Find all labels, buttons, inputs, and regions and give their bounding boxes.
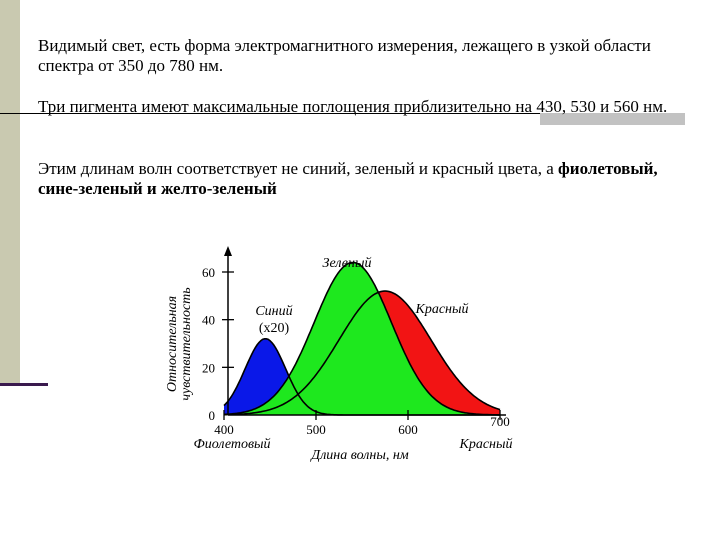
curve-fill-green — [224, 262, 500, 415]
x-tick-label-600: 600 — [398, 422, 418, 437]
x-end-label-violet: Фиолетовый — [193, 437, 270, 452]
y-axis-title-line: Относительная — [165, 296, 180, 392]
decorative-left-line — [0, 383, 48, 386]
paragraph3-plain-text: Этим длинам волн соответствует не синий,… — [38, 159, 559, 178]
series-label-green: Зеленый — [323, 256, 372, 271]
x-tick-label-500: 500 — [306, 422, 326, 437]
y-axis-title-line: чувствительность — [179, 287, 194, 400]
y-axis-title: Относительнаячувствительность — [165, 287, 194, 400]
y-tick-label-60: 60 — [202, 265, 215, 280]
curve-line-green — [223, 261, 500, 416]
y-tick-label-40: 40 — [202, 313, 215, 328]
x-end-label-red: Красный — [459, 437, 513, 452]
y-tick-label-0: 0 — [209, 408, 216, 423]
paragraph-visible-light: Видимый свет, есть форма электромагнитно… — [38, 36, 651, 75]
x-tick-label-400: 400 — [214, 422, 234, 437]
decorative-left-bar — [0, 0, 20, 383]
decorative-right-bar — [540, 113, 685, 125]
x-axis-title: Длина волны, нм — [309, 448, 408, 463]
paragraph3-bold-text: фиолетовый, сине-зеленый и желто-зеленый — [38, 159, 658, 198]
series-label-line: Синий — [255, 304, 292, 319]
paragraph-wavelength-colors: Этим длинам волн соответствует не синий,… — [38, 159, 678, 199]
curve-line-red — [224, 290, 501, 416]
series-label-line: Красный — [415, 302, 469, 317]
paragraph-pigments: Три пигмента имеют максимальные поглощен… — [38, 97, 668, 116]
y-axis-arrow — [224, 246, 232, 256]
series-label-red: Красный — [415, 302, 469, 317]
series-label-blue: Синий (x20) — [255, 304, 292, 336]
series-label-line: Зеленый — [323, 256, 372, 271]
x-tick-label-700: 700 — [490, 414, 510, 429]
decorative-divider-line — [0, 113, 620, 114]
y-tick-label-20: 20 — [202, 360, 215, 375]
series-label-line: (x20) — [259, 321, 290, 336]
